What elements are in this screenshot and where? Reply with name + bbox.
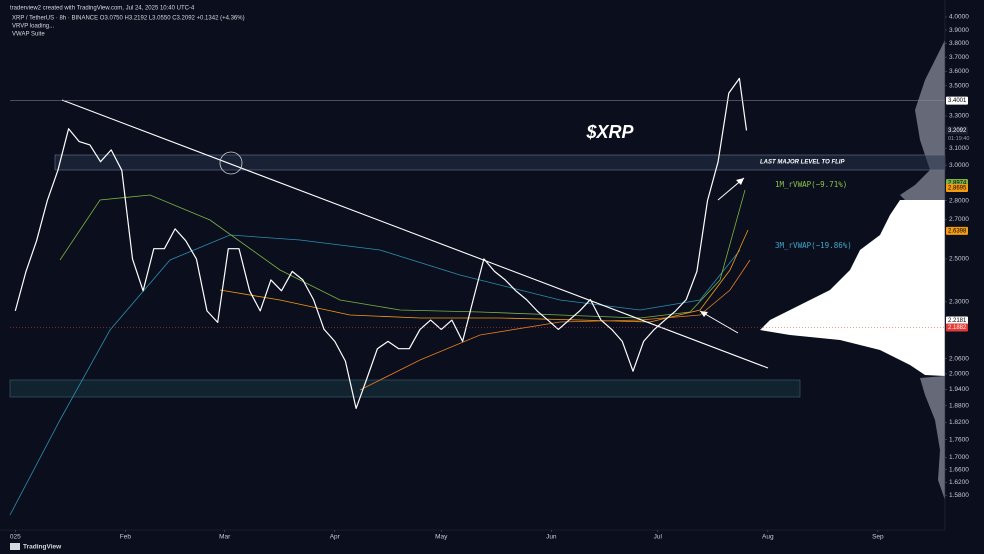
x-tick-label: Jul <box>654 534 663 541</box>
countdown: 01:19:40 <box>948 136 969 142</box>
price-tag <box>946 226 968 235</box>
y-tick-label: 1.8800 <box>949 402 969 409</box>
price-tag-label: 2.8695 <box>948 186 967 192</box>
x-tick-label: Feb <box>120 534 132 541</box>
vwap-1m-label: 1M_rVWAP(−9.71%) <box>775 180 847 189</box>
y-tick-label: 1.6200 <box>949 479 969 486</box>
price-tag-label: 3.4001 <box>948 98 967 104</box>
x-tick-label: 025 <box>10 534 21 541</box>
price-tag-label: 3.2092 <box>948 128 967 134</box>
y-tick-label: 3.5000 <box>949 82 969 89</box>
price-tag-label: 2.1882 <box>948 325 967 331</box>
vwap-curve <box>359 259 751 391</box>
y-tick-label: 2.8000 <box>949 197 969 204</box>
chart-title: XRP / TetherUS · 8h · BINANCE O3.0750 H3… <box>12 16 245 22</box>
indicator: VRVP loading... <box>12 24 54 30</box>
y-tick-label: 1.6600 <box>949 466 969 473</box>
volume-profile-value-area <box>760 200 945 376</box>
y-tick-label: 2.3000 <box>949 299 969 306</box>
price-tag <box>946 316 968 325</box>
y-tick-label: 3.6000 <box>949 68 969 75</box>
x-tick-label: May <box>435 534 448 541</box>
y-tick-label: 3.9000 <box>949 27 969 34</box>
vwap-curve <box>219 229 749 323</box>
vwap-3m-label: 3M_rVWAP(−19.86%) <box>775 241 852 250</box>
header: traderview2 created with TradingView.com… <box>10 6 195 12</box>
y-tick-label: 1.7000 <box>949 454 969 461</box>
x-tick-label: Jun <box>546 534 557 541</box>
y-tick-label: 3.7000 <box>949 54 969 61</box>
x-tick-label: Sep <box>872 534 884 541</box>
support-zone <box>9 379 801 398</box>
price-tag-label: 2.6398 <box>948 229 967 235</box>
touch-circle <box>219 151 243 175</box>
y-tick-label: 2.0600 <box>949 355 969 362</box>
price-tag <box>946 323 968 332</box>
x-tick-label: Aug <box>762 534 774 541</box>
y-tick-label: 4.0000 <box>949 14 969 21</box>
y-tick-label: 1.8200 <box>949 419 969 426</box>
x-tick-label: Mar <box>219 534 231 541</box>
level-annotation: LAST MAJOR LEVEL TO FLIP <box>760 160 845 166</box>
y-tick-label: 2.0000 <box>949 371 969 378</box>
logo <box>10 543 20 550</box>
y-tick-label: 2.5000 <box>949 256 969 263</box>
y-tick-label: 3.0000 <box>949 162 969 169</box>
y-tick-label: 3.8000 <box>949 40 969 47</box>
y-tick-label: 1.5800 <box>949 492 969 499</box>
price-tag <box>946 183 968 192</box>
trendline <box>61 99 769 369</box>
price-tag <box>946 96 968 105</box>
x-tick-label: Apr <box>330 534 341 541</box>
footer: TradingView <box>23 544 62 551</box>
arrow-head <box>700 311 708 317</box>
y-tick-label: 2.7000 <box>949 216 969 223</box>
y-tick-label: 1.9400 <box>949 386 969 393</box>
price-tag-label: 2.8974 <box>948 181 967 187</box>
y-tick-label: 1.7600 <box>949 436 969 443</box>
price-line <box>14 77 748 409</box>
y-tick-label: 3.1000 <box>949 145 969 152</box>
arrow-head <box>736 178 744 185</box>
y-tick-label: 3.3000 <box>949 113 969 120</box>
symbol-annotation: $XRP <box>585 122 634 142</box>
vwap-3m-curve <box>9 234 741 516</box>
volume-profile-lower <box>920 376 945 500</box>
arrow <box>699 310 739 334</box>
price-tag-label: 2.2181 <box>948 318 967 324</box>
price-tag <box>946 126 968 135</box>
indicator: VWAP Suite <box>12 32 45 38</box>
